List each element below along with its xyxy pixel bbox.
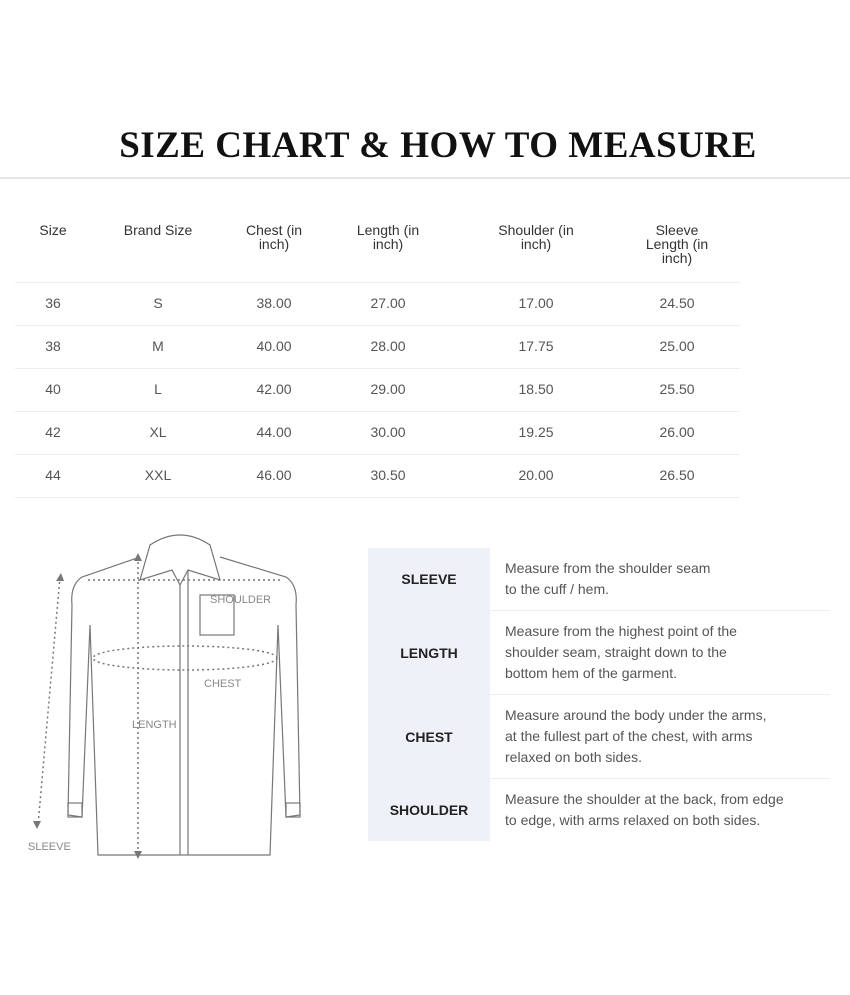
- length-label: LENGTH: [132, 719, 177, 731]
- table-cell: 30.00: [370, 424, 406, 440]
- table-cell: 17.00: [518, 295, 554, 311]
- measure-description: Measure from the shoulder seam to the cu…: [505, 560, 711, 597]
- measure-description: Measure around the body under the arms, …: [505, 707, 767, 765]
- collar: [139, 534, 221, 587]
- column-header: Length (in inch): [356, 222, 420, 252]
- table-row: 36 S 38.00 27.00 17.00 24.50: [15, 282, 740, 325]
- table-cell: S: [153, 295, 163, 311]
- measure-label: LENGTH: [368, 611, 490, 694]
- measure-label: SHOULDER: [368, 779, 490, 841]
- chest-label: CHEST: [204, 678, 242, 690]
- table-row: 44 XXL 46.00 30.50 20.00 26.50: [15, 454, 740, 498]
- table-row: 40 L 42.00 29.00 18.50 25.50: [15, 368, 740, 411]
- table-cell: 18.50: [518, 381, 554, 397]
- table-cell: 29.00: [370, 381, 406, 397]
- table-cell: 24.50: [659, 295, 695, 311]
- sleeve-label: SLEEVE: [28, 841, 71, 853]
- column-header: Chest (in inch): [245, 222, 303, 252]
- table-cell: 40.00: [256, 338, 292, 354]
- table-cell: 42.00: [256, 381, 292, 397]
- column-header: Sleeve Length (in inch): [645, 222, 709, 266]
- measure-description: Measure from the highest point of the sh…: [505, 623, 737, 681]
- table-header: Size Brand Size Chest (in inch) Length (in …: [15, 215, 740, 282]
- measure-description: Measure the shoulder at the back, from e…: [505, 791, 784, 828]
- table-cell: 19.25: [518, 424, 554, 440]
- table-row: 38 M 40.00 28.00 17.75 25.00: [15, 325, 740, 368]
- shirt-diagram: SHOULDER CHEST LENGTH SLEEVE: [28, 534, 301, 859]
- measure-row: SHOULDER Measure the shoulder at the back…: [368, 779, 830, 841]
- table-cell: XL: [149, 424, 167, 440]
- table-cell: 25.00: [659, 338, 695, 354]
- table-cell: 44.00: [256, 424, 292, 440]
- table-cell: 38: [45, 338, 61, 354]
- column-header: Brand Size: [123, 222, 193, 238]
- measure-row: SLEEVE Measure from the shoulder seam to …: [368, 548, 830, 611]
- table-cell: 44: [45, 467, 61, 483]
- table-cell: 36: [45, 295, 61, 311]
- measure-row: LENGTH Measure from the highest point of …: [368, 611, 830, 695]
- size-table: Size Brand Size Chest (in inch) Length (in …: [15, 215, 740, 498]
- measure-row: CHEST Measure around the body under the a…: [368, 695, 830, 779]
- column-header: Size: [39, 222, 67, 238]
- table-cell: M: [152, 338, 164, 354]
- shirt-body: [67, 556, 301, 856]
- table-row: 42 XL 44.00 30.00 19.25 26.00: [15, 411, 740, 454]
- table-cell: 28.00: [370, 338, 406, 354]
- table-cell: 27.00: [370, 295, 406, 311]
- table-cell: 40: [45, 381, 61, 397]
- column-header: Shoulder (in inch): [498, 222, 574, 252]
- table-cell: 26.00: [659, 424, 695, 440]
- table-cell: 46.00: [256, 467, 292, 483]
- table-cell: 26.50: [659, 467, 695, 483]
- table-cell: XXL: [144, 467, 172, 483]
- table-cell: 38.00: [256, 295, 292, 311]
- measure-guide: SLEEVE Measure from the shoulder seam to …: [368, 548, 830, 841]
- table-cell: 20.00: [518, 467, 554, 483]
- table-cell: 30.50: [370, 467, 406, 483]
- table-cell: 42: [45, 424, 61, 440]
- divider: [0, 177, 850, 179]
- measure-label: CHEST: [368, 695, 490, 778]
- table-cell: L: [154, 381, 162, 397]
- page-title: SIZE CHART & HOW TO MEASURE: [119, 125, 757, 166]
- shoulder-label: SHOULDER: [210, 594, 271, 606]
- measure-label: SLEEVE: [368, 548, 490, 610]
- table-cell: 17.75: [518, 338, 554, 354]
- table-cell: 25.50: [659, 381, 695, 397]
